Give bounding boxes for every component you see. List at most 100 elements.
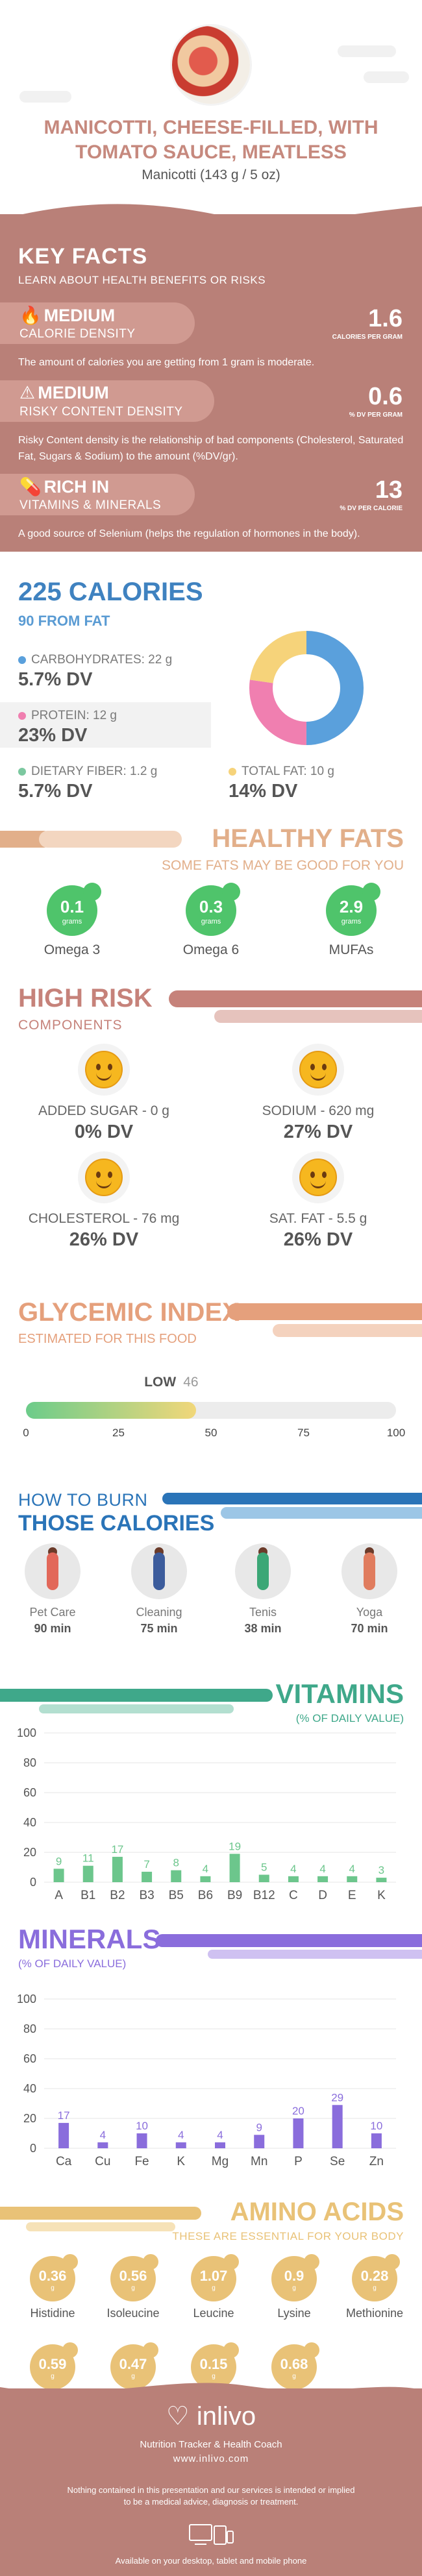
header: MANICOTTI, CHEESE-FILLED, WITH TOMATO SA…	[0, 0, 422, 214]
y-tick-label: 80	[23, 1756, 36, 1769]
decorative-band	[162, 1493, 422, 1504]
macro-label: TOTAL FAT: 10 g	[242, 765, 334, 778]
risk-sat-fat: SAT. FAT - 5.5 g 26% DV	[221, 1151, 416, 1251]
x-tick-label: P	[294, 2155, 303, 2168]
grams-badge: 0.9 g	[271, 2254, 319, 2301]
x-tick-label: B2	[110, 1889, 125, 1902]
fact-value: 1.6	[368, 305, 403, 332]
grams-badge: 2.9 grams	[326, 883, 380, 936]
amino-unit: g	[131, 2373, 135, 2380]
x-tick-label: E	[348, 1889, 356, 1902]
bar-value-label: 8	[173, 1857, 179, 1869]
calories-from-fat: 90 FROM FAT	[18, 613, 110, 629]
y-tick-label: 80	[23, 2022, 36, 2035]
bar-P	[293, 2118, 304, 2148]
fact-unit: % DV PER CALORIE	[340, 505, 403, 512]
legend-dot	[229, 767, 236, 776]
legend-dot	[18, 711, 26, 720]
amino-value: 0.68	[280, 2356, 308, 2372]
bar-value-label: 4	[290, 1863, 296, 1875]
fact-value: 13	[375, 476, 403, 504]
bar-value-label: 19	[229, 1840, 241, 1852]
risk-dv: 27% DV	[283, 1122, 353, 1142]
activity-minutes: 90 min	[34, 1622, 71, 1635]
decorative-band	[26, 2222, 175, 2231]
macro-label: PROTEIN: 12 g	[31, 709, 117, 722]
amino-name: Methionine	[345, 2307, 404, 2320]
bar-Mn	[254, 2135, 265, 2148]
fat-unit: grams	[341, 918, 362, 926]
grams-badge: 0.56 g	[110, 2254, 158, 2301]
activity-pet-care: Pet Care 90 min	[10, 1543, 95, 1636]
fact-tag	[0, 380, 214, 422]
high-risk-title: HIGH RISK	[18, 984, 153, 1012]
bar-Ca	[58, 2122, 69, 2148]
brand-tagline: Nutrition Tracker & Health Coach	[140, 2439, 282, 2450]
amino-name: Leucine	[193, 2307, 234, 2320]
minerals-title: MINERALS	[18, 1924, 161, 1954]
decorative-band	[39, 831, 182, 848]
healthy-fats-section: HEALTHY FATS SOME FATS MAY BE GOOD FOR Y…	[0, 820, 422, 980]
y-tick-label: 20	[23, 2112, 36, 2125]
x-tick-label: B5	[169, 1889, 184, 1902]
decorative-band	[39, 1704, 234, 1713]
grams-badge: 0.1 grams	[47, 883, 101, 936]
bar-A	[53, 1869, 64, 1882]
key-facts-section: KEY FACTS LEARN ABOUT HEALTH BENEFITS OR…	[0, 204, 422, 552]
amino-histidine: 0.36 g Histidine	[10, 2254, 95, 2320]
bar-value-label: 5	[261, 1861, 267, 1874]
bar-Zn	[371, 2133, 382, 2148]
bar-D	[317, 1876, 329, 1882]
bar-value-label: 9	[56, 1855, 62, 1867]
burn-title-line2: THOSE CALORIES	[18, 1511, 215, 1536]
grams-badge: 0.36 g	[30, 2254, 78, 2301]
vitamins-subtitle: (% OF DAILY VALUE)	[295, 1712, 404, 1724]
devices-icon	[189, 2524, 234, 2545]
glycemic-scale	[26, 1402, 396, 1419]
fact-name: CALORIE DENSITY	[19, 327, 136, 341]
activity-name: Pet Care	[29, 1606, 76, 1619]
fact-description: A good source of Selenium (helps the reg…	[18, 528, 360, 539]
high-risk-section: HIGH RISK COMPONENTS ADDED SUGAR - 0 g 0…	[0, 980, 422, 1272]
bar-B12	[258, 1874, 269, 1882]
wave-divider	[0, 2383, 422, 2403]
bar-E	[347, 1876, 358, 1882]
macro-band	[0, 702, 211, 748]
macro-label: CARBOHYDRATES: 22 g	[31, 653, 173, 667]
y-tick-label: 40	[23, 1816, 36, 1829]
bar-K	[376, 1878, 387, 1882]
bar-Mg	[215, 2142, 225, 2148]
fact-name: RISKY CONTENT DENSITY	[19, 405, 183, 419]
bar-value-label: 3	[379, 1864, 384, 1876]
food-photo	[172, 26, 250, 104]
amino-acids-section: AMINO ACIDS THESE ARE ESSENTIAL FOR YOUR…	[0, 2194, 422, 2408]
grams-badge: 0.47 g	[110, 2342, 158, 2390]
decorative-band	[169, 990, 422, 1007]
minerals-bar-chart: 0 20 40 60 80 100 17 Ca 4 Cu 10 Fe 4 K 4 Mg 9 Mn 20 P 29 Se 10…	[17, 1993, 396, 2168]
macro-donut-chart	[249, 631, 364, 745]
decorative-cloud	[19, 91, 71, 103]
serving-size: Manicotti (143 g / 5 oz)	[142, 167, 280, 182]
y-tick-label: 40	[23, 2082, 36, 2095]
x-tick-label: B12	[253, 1889, 275, 1902]
risk-sodium: SODIUM - 620 mg 27% DV	[221, 1044, 416, 1143]
tennis-icon	[235, 1543, 291, 1599]
activity-minutes: 38 min	[244, 1622, 282, 1635]
x-tick-label: B3	[139, 1889, 154, 1902]
x-tick-label: Zn	[369, 2155, 384, 2168]
amino-unit: g	[51, 2373, 55, 2380]
fact-description: Risky Content density is the relationshi…	[18, 435, 404, 462]
glycemic-tick-label: 0	[23, 1427, 29, 1439]
fat-unit: grams	[62, 918, 82, 926]
risk-dv: 26% DV	[283, 1229, 353, 1250]
decorative-band	[227, 1303, 422, 1320]
x-tick-label: Mg	[212, 2155, 229, 2168]
amino-unit: g	[292, 2373, 296, 2380]
minerals-section: MINERALS (% OF DAILY VALUE) 0 20 40 60 80 100…	[0, 1921, 422, 2194]
amino-unit: g	[212, 2285, 216, 2292]
risk-label: SAT. FAT - 5.5 g	[269, 1211, 367, 1226]
amino-name: Histidine	[30, 2307, 75, 2320]
high-risk-subtitle: COMPONENTS	[18, 1018, 123, 1033]
brand-url[interactable]: www.inlivo.com	[173, 2453, 249, 2464]
fact-level: MEDIUM	[38, 383, 109, 402]
